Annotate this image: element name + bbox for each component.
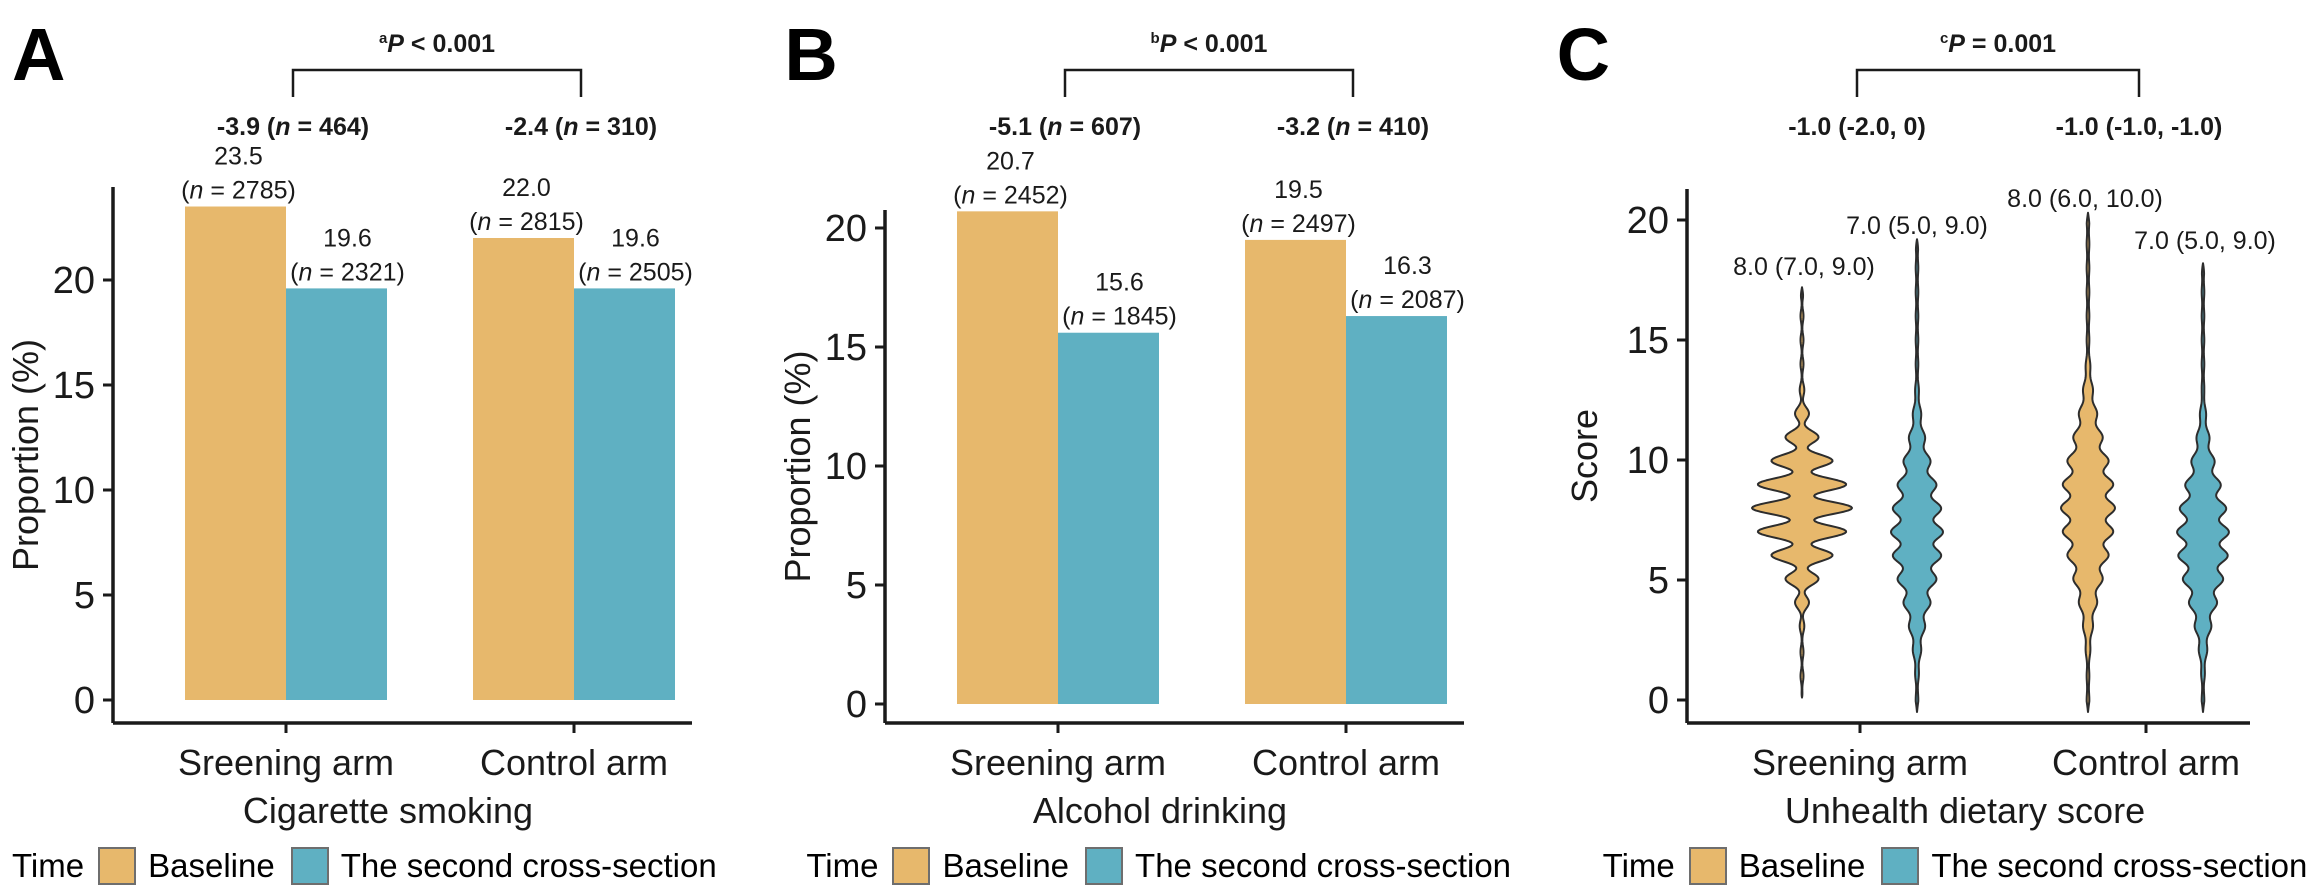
- y-tick-label: 0: [846, 684, 867, 726]
- legend-b: Time Baseline The second cross-section: [772, 841, 1544, 891]
- bar-baseline-0: [185, 206, 286, 700]
- x-tick-label: Sreening arm: [950, 742, 1166, 783]
- bar-value-label: 20.7: [986, 147, 1035, 175]
- x-axis-title: Unhealth dietary score: [1785, 790, 2145, 831]
- violin-second-0: [1889, 238, 1944, 713]
- bar-baseline-1: [1245, 239, 1347, 704]
- bar-n-label: (n = 1845): [1062, 303, 1177, 331]
- panel-c: C 0 5 10 15 20 Score Sreening arm Control arm Un…: [1545, 0, 2317, 893]
- significance-bracket: [1855, 68, 2140, 97]
- difference-label: -1.0 (-1.0, -1.0): [2055, 113, 2222, 141]
- panel-letter-b: B: [784, 13, 838, 96]
- legend-a: Time Baseline The second cross-section: [0, 841, 772, 891]
- difference-label: -3.2 (n = 410): [1277, 113, 1429, 141]
- bar-value-label: 16.3: [1383, 252, 1432, 280]
- violin-median-label: 8.0 (6.0, 10.0): [2007, 185, 2163, 213]
- bar-baseline-1: [473, 238, 574, 700]
- legend-c: Time Baseline The second cross-section: [1545, 841, 2317, 891]
- panel-b: B 0 5 10 15 20 Proportion (%) Sreening arm Cont…: [772, 0, 1544, 893]
- difference-label: -3.9 (n = 464): [217, 113, 369, 141]
- x-tick-label: Control arm: [480, 742, 668, 783]
- difference-label: -5.1 (n = 607): [989, 113, 1141, 141]
- y-tick-label: 20: [825, 208, 867, 250]
- y-tick-label: 10: [825, 446, 867, 488]
- legend-label-baseline: Baseline: [1738, 847, 1866, 884]
- x-axis-title: Alcohol drinking: [1033, 790, 1287, 831]
- bar-n-label: (n = 2505): [578, 258, 693, 286]
- significance-bracket: [291, 68, 583, 97]
- bar-value-label: 15.6: [1095, 269, 1144, 297]
- x-tick-label: Control arm: [1252, 742, 1440, 783]
- p-value-label: bP < 0.001: [1151, 30, 1268, 58]
- baseline-swatch: [892, 847, 931, 885]
- x-tick-label: Sreening arm: [178, 742, 394, 783]
- bar-second-0: [1058, 332, 1160, 704]
- baseline-swatch: [98, 847, 137, 885]
- legend-title: Time: [12, 847, 85, 884]
- bar-baseline-0: [957, 211, 1059, 704]
- significance-bracket: [1064, 68, 1355, 97]
- p-value-label: cP = 0.001: [1940, 30, 2056, 58]
- bar-value-label: 19.6: [611, 224, 660, 252]
- panel-a: A 0 5 10 15 20 Proportion (%) Sreening arm Cont…: [0, 0, 772, 893]
- bar-second-0: [286, 288, 387, 700]
- y-axis-title: Score: [1564, 409, 1605, 503]
- second-cross-section-swatch: [290, 847, 329, 885]
- bar-n-label: (n = 2785): [181, 177, 296, 205]
- legend-label-second: The second cross-section: [1931, 847, 2308, 884]
- bar-value-label: 19.5: [1274, 176, 1323, 204]
- y-tick-label: 0: [1648, 680, 1669, 722]
- alcohol-drinking-chart: 0 5 10 15 20 Proportion (%) Sreening arm Contro…: [777, 30, 1465, 831]
- panel-letter-a: A: [12, 13, 66, 96]
- bar-value-label: 23.5: [214, 143, 263, 171]
- y-tick-label: 0: [74, 680, 95, 722]
- difference-label: -1.0 (-2.0, 0): [1788, 113, 1926, 141]
- bar-n-label: (n = 2452): [953, 181, 1068, 209]
- legend-label-second: The second cross-section: [340, 847, 717, 884]
- legend-label-second: The second cross-section: [1135, 847, 1512, 884]
- y-tick-label: 10: [1626, 440, 1668, 482]
- bar-value-label: 22.0: [502, 174, 551, 202]
- y-tick-label: 5: [74, 575, 95, 617]
- y-tick-label: 15: [1626, 320, 1668, 362]
- y-tick-label: 20: [1626, 200, 1668, 242]
- second-cross-section-swatch: [1881, 847, 1920, 885]
- violin-baseline-0: [1750, 286, 1853, 699]
- baseline-swatch: [1688, 847, 1727, 885]
- bar-n-label: (n = 2497): [1241, 210, 1356, 238]
- x-axis-title: Cigarette smoking: [243, 790, 533, 831]
- second-cross-section-swatch: [1085, 847, 1124, 885]
- bar-second-1: [1346, 316, 1448, 704]
- bar-n-label: (n = 2087): [1350, 286, 1465, 314]
- bar-value-label: 19.6: [323, 224, 372, 252]
- y-axis-title: Proportion (%): [777, 350, 818, 582]
- legend-label-baseline: Baseline: [148, 847, 275, 884]
- legend-label-baseline: Baseline: [942, 847, 1070, 884]
- bar-n-label: (n = 2815): [469, 208, 584, 236]
- violin-second-1: [2175, 262, 2230, 713]
- y-tick-label: 10: [53, 470, 95, 512]
- difference-label: -2.4 (n = 310): [505, 113, 657, 141]
- x-tick-label: Sreening arm: [1752, 742, 1968, 783]
- x-tick-label: Control arm: [2052, 742, 2240, 783]
- y-tick-label: 15: [825, 327, 867, 369]
- y-tick-label: 5: [1648, 560, 1669, 602]
- violin-baseline-1: [2059, 211, 2116, 713]
- p-value-label: aP < 0.001: [379, 30, 495, 58]
- bar-second-1: [574, 288, 675, 700]
- y-tick-label: 5: [846, 565, 867, 607]
- unhealthy-dietary-score-chart: 0 5 10 15 20 Score Sreening arm Control arm Unhe…: [1564, 30, 2276, 831]
- panel-letter-c: C: [1556, 13, 1611, 96]
- violin-median-label: 8.0 (7.0, 9.0): [1733, 253, 1875, 281]
- y-tick-label: 20: [53, 260, 95, 302]
- bar-n-label: (n = 2321): [290, 258, 405, 286]
- y-tick-label: 15: [53, 365, 95, 407]
- violin-median-label: 7.0 (5.0, 9.0): [2134, 227, 2276, 255]
- y-axis-title: Proportion (%): [5, 339, 46, 571]
- legend-title: Time: [806, 847, 879, 884]
- legend-title: Time: [1602, 847, 1675, 884]
- violin-median-label: 7.0 (5.0, 9.0): [1846, 212, 1988, 240]
